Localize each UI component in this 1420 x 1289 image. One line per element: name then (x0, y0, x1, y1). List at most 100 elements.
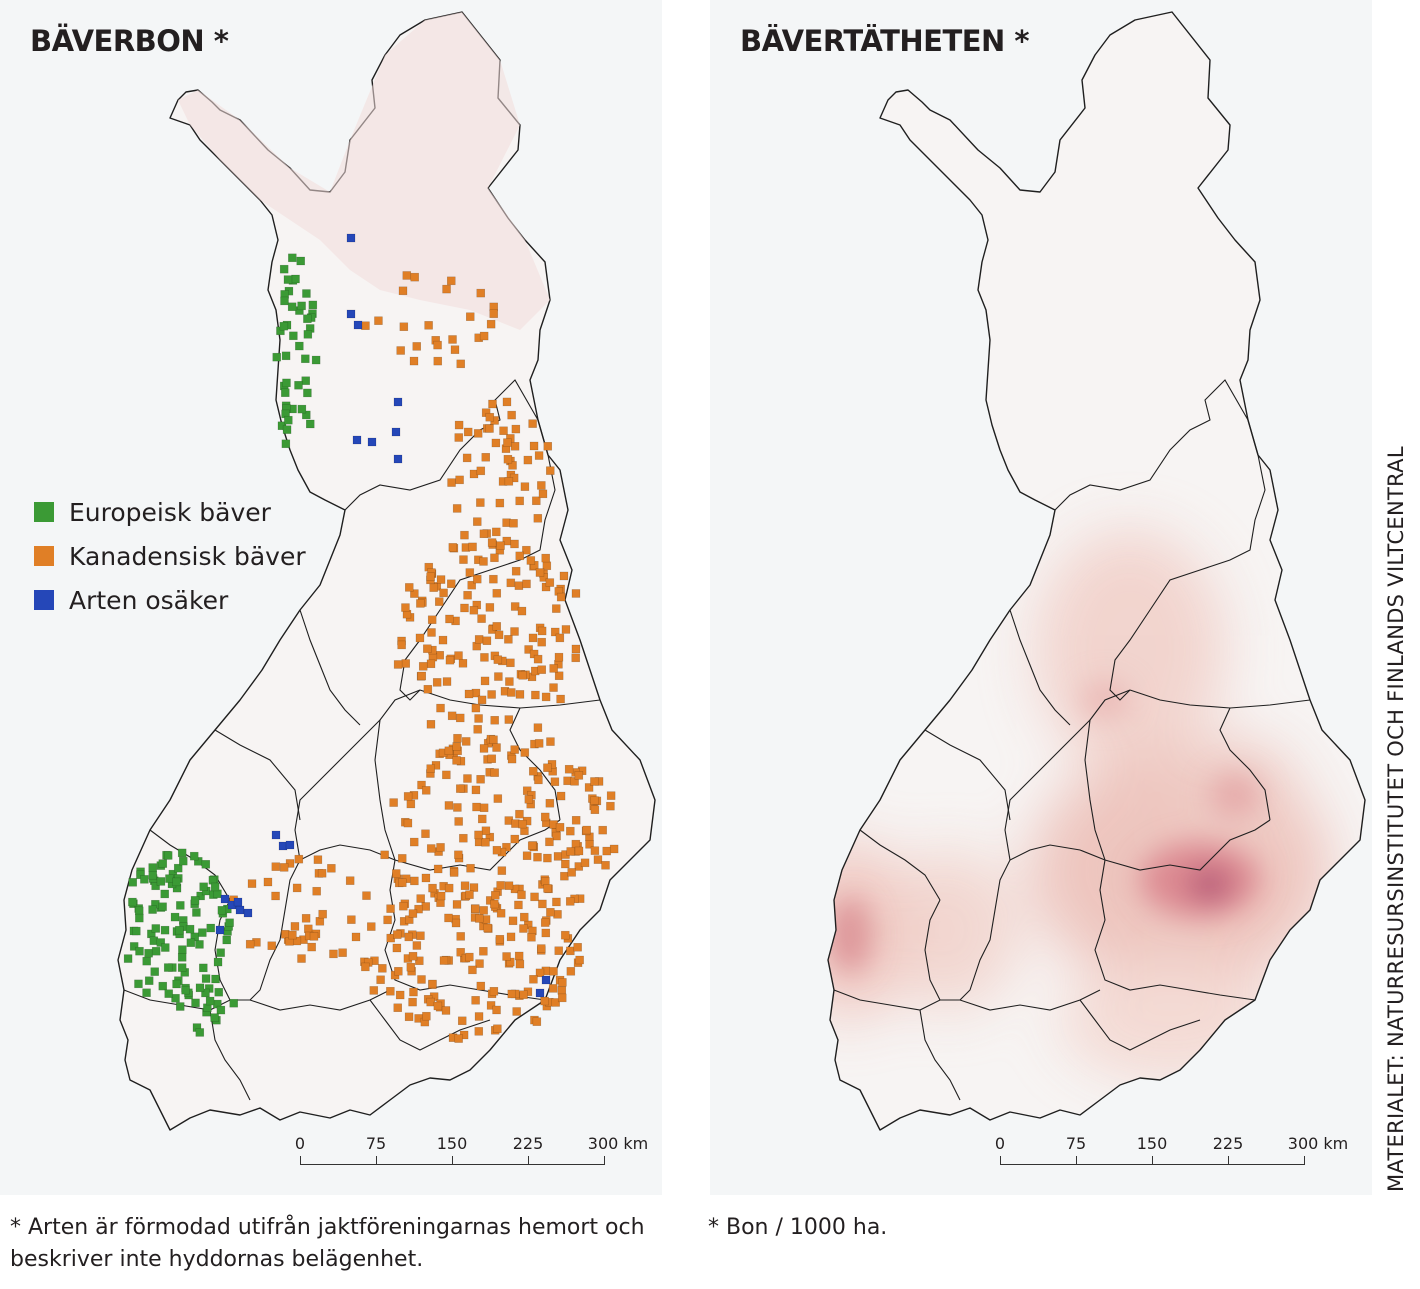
marker-canadian-beaver (550, 627, 560, 637)
marker-canadian-beaver (362, 891, 371, 900)
marker-canadian-beaver (386, 987, 395, 996)
marker-canadian-beaver (263, 877, 273, 887)
marker-canadian-beaver (504, 477, 514, 486)
marker-species-uncertain (541, 975, 551, 985)
marker-european-beaver (272, 352, 281, 362)
scale-bar: 0 75 150 225 300 km (995, 1134, 1350, 1174)
marker-canadian-beaver (541, 553, 550, 563)
marker-european-beaver (205, 996, 215, 1006)
marker-canadian-beaver (426, 720, 436, 729)
region-border (959, 844, 1106, 1001)
marker-species-uncertain (352, 435, 362, 445)
marker-european-beaver (210, 882, 220, 892)
marker-canadian-beaver (476, 466, 486, 476)
marker-european-beaver (144, 948, 153, 958)
marker-european-beaver (297, 404, 307, 414)
marker-canadian-beaver (510, 539, 519, 549)
marker-canadian-beaver (566, 946, 575, 956)
marker-canadian-beaver (598, 825, 607, 835)
region-borders (833, 379, 1311, 1101)
marker-canadian-beaver (533, 723, 543, 732)
marker-canadian-beaver (472, 574, 482, 584)
marker-canadian-beaver (406, 962, 416, 972)
marker-european-beaver (280, 296, 289, 306)
source-credit: MATERIALET: NATURRESURSINSTITUTET OCH FI… (1384, 446, 1408, 1192)
marker-canadian-beaver (444, 913, 453, 923)
marker-european-beaver (291, 274, 300, 284)
marker-european-beaver (128, 897, 137, 907)
marker-canadian-beaver (507, 754, 517, 764)
marker-canadian-beaver (436, 575, 446, 584)
scale-label: 150 (436, 1134, 468, 1153)
marker-canadian-beaver (472, 802, 481, 812)
marker-canadian-beaver (497, 866, 507, 875)
marker-european-beaver (173, 863, 183, 873)
marker-canadian-beaver (445, 614, 454, 624)
marker-canadian-beaver (460, 881, 470, 890)
lodge-markers (123, 233, 619, 1043)
marker-canadian-beaver (508, 916, 518, 926)
beaver-lodges-map (117, 11, 656, 1131)
marker-canadian-beaver (556, 791, 566, 801)
marker-canadian-beaver (506, 578, 516, 588)
marker-canadian-beaver (424, 321, 433, 330)
marker-canadian-beaver (416, 894, 425, 903)
marker-canadian-beaver (506, 658, 515, 668)
marker-canadian-beaver (494, 672, 503, 681)
marker-canadian-beaver (492, 1005, 501, 1015)
marker-canadian-beaver (421, 902, 431, 911)
marker-canadian-beaver (534, 739, 544, 748)
marker-canadian-beaver (511, 424, 521, 434)
marker-canadian-beaver (433, 340, 442, 350)
region-border (1004, 719, 1091, 861)
marker-european-beaver (282, 378, 291, 388)
marker-european-beaver (129, 942, 139, 951)
marker-european-beaver (301, 354, 310, 364)
marker-canadian-beaver (493, 1024, 502, 1033)
marker-european-beaver (206, 923, 215, 933)
marker-canadian-beaver (426, 572, 435, 581)
marker-canadian-beaver (444, 883, 454, 893)
marker-canadian-beaver (499, 426, 508, 436)
marker-canadian-beaver (436, 843, 445, 852)
marker-canadian-beaver (459, 833, 468, 843)
marker-canadian-beaver (552, 897, 561, 907)
marker-canadian-beaver (485, 412, 495, 422)
marker-canadian-beaver (584, 783, 594, 792)
marker-canadian-beaver (433, 1001, 443, 1011)
marker-european-beaver (163, 963, 173, 972)
marker-canadian-beaver (475, 959, 484, 968)
marker-canadian-beaver (533, 654, 543, 664)
marker-canadian-beaver (495, 498, 505, 508)
marker-canadian-beaver (465, 568, 475, 577)
marker-species-uncertain (285, 840, 295, 850)
marker-canadian-beaver (455, 475, 464, 485)
marker-european-beaver (185, 924, 195, 934)
marker-canadian-beaver (447, 276, 456, 286)
marker-canadian-beaver (590, 846, 600, 855)
marker-canadian-beaver (470, 904, 480, 914)
marker-canadian-beaver (491, 438, 501, 448)
marker-canadian-beaver (389, 798, 398, 807)
marker-canadian-beaver (458, 659, 468, 668)
marker-canadian-beaver (546, 737, 555, 746)
marker-european-beaver (195, 1028, 205, 1037)
marker-canadian-beaver (510, 602, 520, 611)
marker-canadian-beaver (487, 690, 496, 699)
marker-canadian-beaver (396, 346, 405, 355)
marker-canadian-beaver (426, 844, 436, 853)
marker-canadian-beaver (471, 996, 480, 1005)
marker-canadian-beaver (463, 774, 472, 783)
marker-canadian-beaver (550, 777, 560, 786)
marker-european-beaver (302, 289, 311, 298)
marker-european-beaver (303, 314, 312, 323)
marker-canadian-beaver (481, 452, 491, 462)
marker-canadian-beaver (465, 890, 474, 899)
marker-canadian-beaver (304, 924, 313, 934)
square-marker-icon (34, 502, 54, 522)
marker-canadian-beaver (585, 840, 594, 849)
marker-canadian-beaver (467, 580, 476, 590)
marker-canadian-beaver (361, 321, 370, 330)
marker-canadian-beaver (469, 605, 479, 615)
marker-canadian-beaver (448, 543, 458, 552)
